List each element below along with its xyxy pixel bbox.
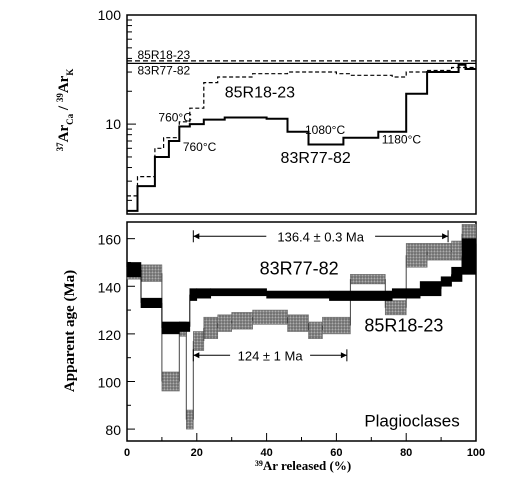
step-box-85R18-23	[350, 274, 386, 285]
top-series-lines	[127, 63, 476, 212]
top-annotations: 85R18-2383R77-8285R18-23760°C760°C1080°C…	[137, 48, 421, 167]
x-tick-label-20: 20	[191, 447, 203, 459]
y-label-part: Ar	[56, 125, 72, 143]
step-box-85R18-23	[308, 321, 323, 339]
step-connectors-83R77-82	[140, 256, 463, 328]
bottom-age-spectra	[126, 224, 477, 430]
top-plot-frame	[126, 14, 477, 215]
step-box-85R18-23	[140, 264, 163, 282]
step-box-83R77-82	[161, 321, 180, 335]
step-box-83R77-82	[189, 288, 198, 301]
y-tick-label-100: 100	[98, 7, 122, 23]
step-box-85R18-23	[451, 240, 463, 261]
annotation-label: 83R77-82	[137, 63, 190, 77]
plateau-arrow-right	[442, 233, 449, 240]
step-box-85R18-23	[252, 309, 288, 325]
step-box-83R77-82	[329, 290, 393, 301]
step-box-85R18-23	[405, 243, 428, 268]
plateau-label-bg	[266, 227, 376, 245]
step-box-85R18-23	[322, 316, 351, 335]
step-box-83R77-82	[140, 297, 163, 308]
plateau-label-bg	[230, 346, 311, 364]
step-box-85R18-23	[384, 300, 407, 316]
step-box-83R77-82	[440, 276, 452, 287]
y-tick-label-80: 80	[105, 422, 121, 438]
step-box-83R77-82	[126, 262, 142, 278]
step-connectors-85R18-23	[161, 233, 463, 420]
y-label-part: 39	[55, 93, 65, 103]
plateau-arrow-right	[340, 352, 347, 359]
bottom-y-ticks: 80 100 120 140 160	[98, 232, 135, 438]
annotation-label: 1180°C	[382, 133, 422, 147]
step-box-85R18-23	[203, 316, 219, 339]
top-y-axis-label: 37ArCa / 39ArK	[55, 69, 75, 152]
step-box-83R77-82	[210, 288, 267, 297]
plateau-label: 124 ± 1 Ma	[238, 348, 304, 363]
step-box-83R77-82	[461, 238, 477, 275]
x-tick-label-80: 80	[400, 447, 412, 459]
annotation-label: 85R18-23	[225, 85, 295, 102]
y-tick-label-10: 10	[105, 116, 121, 132]
bottom-plateau-markers: 136.4 ± 0.3 Ma 124 ± 1 Ma	[192, 227, 449, 364]
plateau-arrow-left	[193, 233, 200, 240]
y-label-part: K	[65, 69, 75, 76]
step-box-83R77-82	[266, 290, 330, 299]
step-box-85R18-23	[186, 409, 194, 430]
step-box-85R18-23	[161, 371, 180, 392]
step-box-85R18-23	[426, 243, 452, 261]
step-box-85R18-23	[217, 314, 233, 332]
annotation-label: 85R18-23	[364, 316, 443, 336]
y-label-part: Ca	[65, 113, 75, 124]
plateau-arrow-left	[193, 352, 200, 359]
annotation-label: 85R18-23	[137, 48, 190, 62]
y-label-part: 37	[55, 142, 65, 152]
annotation-label: 760°C	[183, 140, 217, 154]
series-line-83R77-82	[127, 63, 476, 212]
step-box-83R77-82	[391, 288, 421, 299]
y-tick-label-120: 120	[98, 327, 122, 343]
x-tick-label-0: 0	[124, 447, 130, 459]
x-label-superscript: 39	[255, 459, 263, 468]
step-box-85R18-23	[193, 331, 205, 351]
x-tick-label-40: 40	[260, 447, 272, 459]
step-box-83R77-82	[196, 288, 212, 299]
y-tick-label-140: 140	[98, 279, 122, 295]
step-box-83R77-82	[419, 281, 442, 297]
annotation-label: 83R77-82	[281, 150, 351, 167]
annotation-label: 1080°C	[305, 123, 345, 137]
step-box-83R77-82	[179, 321, 191, 332]
step-box-85R18-23	[287, 314, 309, 332]
y-label-part: Ar	[56, 75, 72, 93]
x-label-text: Ar released (%)	[263, 458, 351, 473]
annotation-label: 760°C	[158, 110, 192, 124]
y-tick-label-160: 160	[98, 232, 122, 248]
bottom-x-ticks: 0 20 40 60 80 100	[124, 433, 485, 459]
y-label-part: /	[56, 102, 72, 114]
step-box-85R18-23	[231, 312, 253, 330]
y-tick-label-100: 100	[98, 374, 122, 390]
x-tick-label-100: 100	[467, 447, 485, 459]
series-line-85R18-23	[127, 66, 476, 197]
x-tick-label-60: 60	[330, 447, 342, 459]
annotation-label: Plagioclases	[364, 412, 459, 431]
bottom-y-axis-label: Apparent age (Ma)	[62, 270, 78, 392]
top-y-ticks: 10 100	[98, 7, 136, 201]
bottom-x-axis-label: 39Ar released (%)	[255, 458, 351, 473]
step-box-83R77-82	[451, 266, 463, 282]
annotation-label: 83R77-82	[260, 258, 339, 278]
bottom-annotations: 83R77-82 85R18-23 Plagioclases	[260, 258, 460, 430]
top-reference-lines	[127, 60, 476, 65]
plateau-label: 136.4 ± 0.3 Ma	[277, 229, 364, 244]
